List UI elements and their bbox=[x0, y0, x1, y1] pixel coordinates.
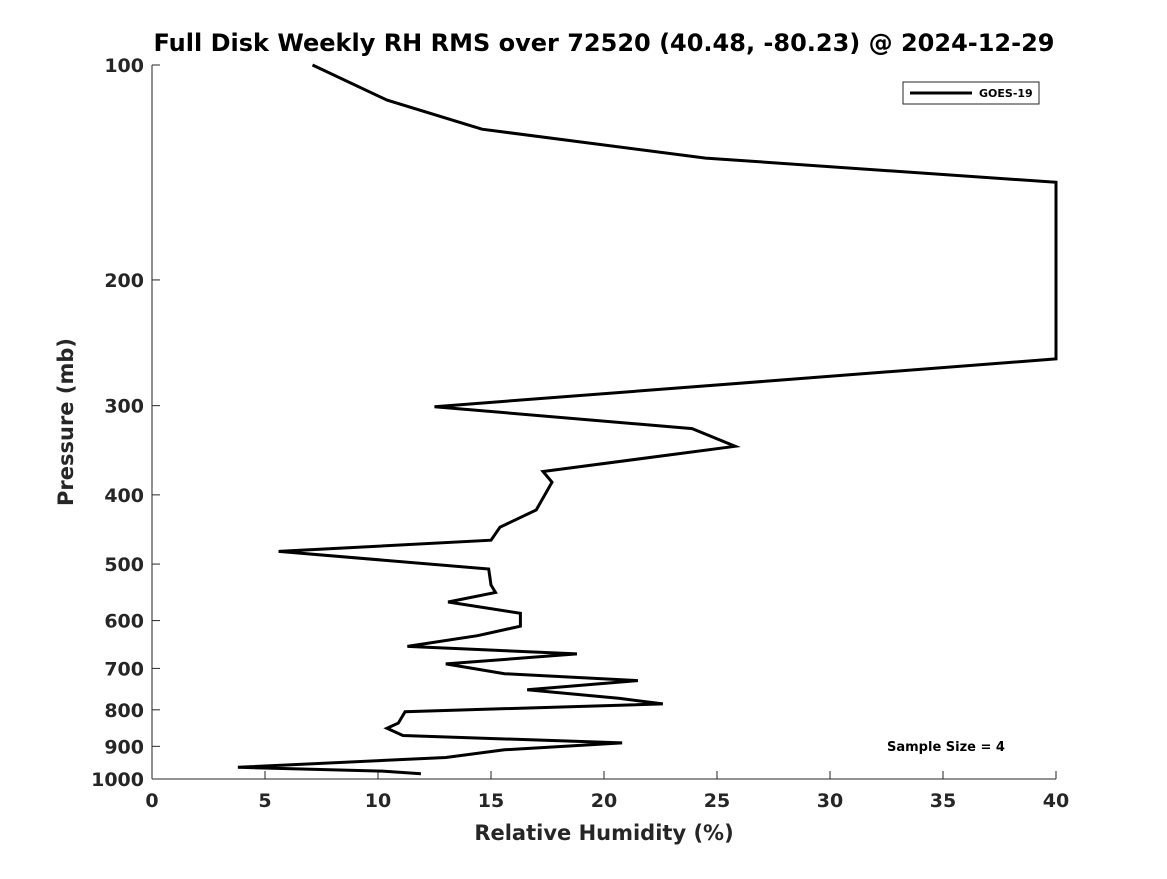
x-tick-label: 20 bbox=[591, 790, 617, 812]
series-line-goes-19 bbox=[237, 63, 1058, 776]
y-tick-label: 500 bbox=[104, 554, 144, 576]
y-tick-label: 100 bbox=[104, 55, 144, 77]
x-axis-label: Relative Humidity (%) bbox=[474, 821, 733, 845]
x-tick-label: 15 bbox=[478, 790, 504, 812]
y-tick-label: 800 bbox=[104, 700, 144, 722]
y-tick-label: 700 bbox=[104, 658, 144, 680]
x-tick-label: 0 bbox=[145, 790, 158, 812]
legend-label: GOES-19 bbox=[979, 87, 1033, 100]
x-tick-label: 25 bbox=[704, 790, 730, 812]
y-tick-label: 300 bbox=[104, 396, 144, 418]
legend: GOES-19 bbox=[902, 81, 1040, 105]
sample-size-annotation: Sample Size = 4 bbox=[887, 740, 1005, 755]
y-tick-label: 900 bbox=[104, 736, 144, 758]
y-axis-label: Pressure (mb) bbox=[54, 338, 78, 506]
y-tick-label: 200 bbox=[104, 270, 144, 292]
x-tick-label: 5 bbox=[258, 790, 271, 812]
x-tick-label: 10 bbox=[365, 790, 391, 812]
x-tick-label: 30 bbox=[817, 790, 843, 812]
y-tick-label: 600 bbox=[104, 611, 144, 633]
axis-ticks: 0 5 10 15 20 25 30 35 40 100 200 300 400 500 600 700 800… bbox=[91, 55, 1069, 812]
y-tick-label: 400 bbox=[104, 485, 144, 507]
x-tick-label: 35 bbox=[930, 790, 956, 812]
chart-title: Full Disk Weekly RH RMS over 72520 (40.4… bbox=[153, 29, 1054, 57]
y-tick-label: 1000 bbox=[91, 769, 144, 791]
x-tick-label: 40 bbox=[1043, 790, 1069, 812]
